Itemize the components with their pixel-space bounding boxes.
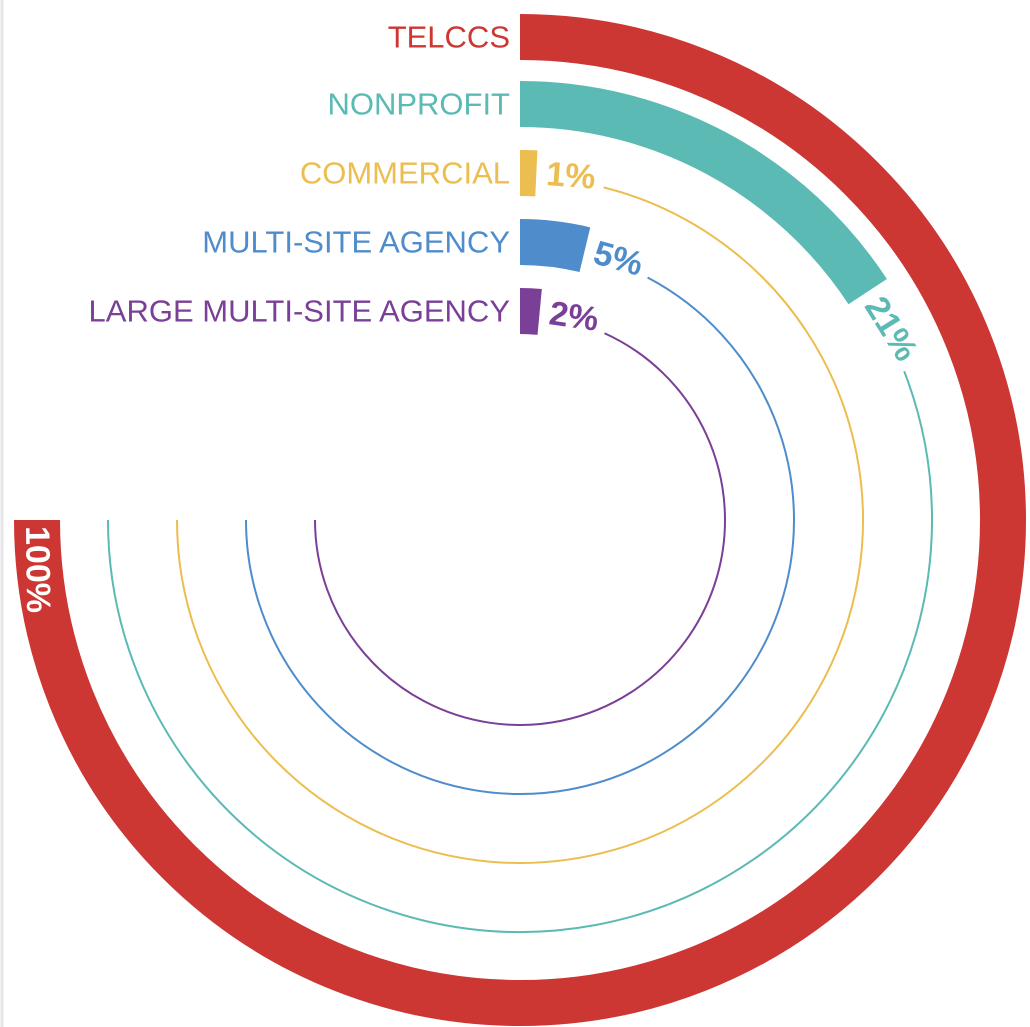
- value-label: 100%: [18, 526, 57, 613]
- value-label: 21%: [857, 290, 925, 368]
- value-label: 5%: [589, 234, 647, 284]
- category-label: TELCCS: [388, 20, 510, 55]
- category-label: COMMERCIAL: [300, 156, 510, 191]
- value-label: 2%: [547, 294, 601, 339]
- category-label: MULTI-SITE AGENCY: [202, 225, 510, 260]
- track: [176, 186, 864, 864]
- track: [245, 276, 795, 795]
- track: [107, 370, 933, 933]
- category-label: NONPROFIT: [327, 87, 510, 122]
- bar: [519, 81, 887, 305]
- bar: [519, 288, 542, 335]
- bar: [519, 219, 591, 273]
- value-label: 1%: [545, 155, 597, 197]
- category-label: LARGE MULTI-SITE AGENCY: [89, 294, 510, 329]
- bar: [14, 14, 1026, 1026]
- track: [314, 332, 726, 726]
